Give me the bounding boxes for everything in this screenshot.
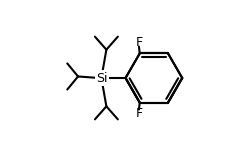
Text: F: F xyxy=(135,107,143,120)
Text: Si: Si xyxy=(96,71,108,85)
Text: F: F xyxy=(135,36,143,49)
